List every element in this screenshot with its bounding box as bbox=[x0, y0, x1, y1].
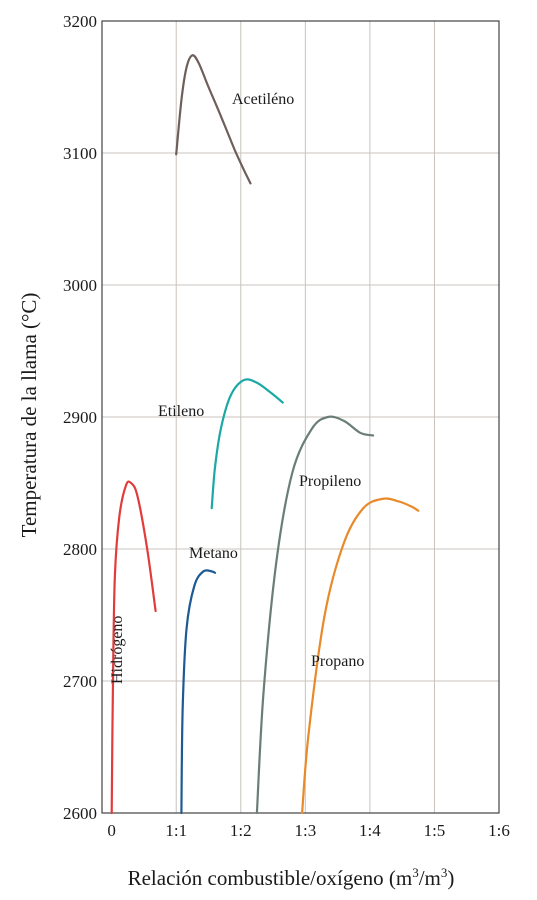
x-axis-title-sup-2: 3 bbox=[441, 865, 448, 880]
series-line-hidrogeno bbox=[110, 480, 157, 815]
y-tick-label: 2600 bbox=[63, 804, 97, 823]
x-tick-label: 0 bbox=[107, 821, 116, 840]
series-line-propileno bbox=[255, 415, 375, 815]
x-axis-title-main: Relación combustible/oxígeno (m bbox=[128, 866, 413, 890]
series-line-metano bbox=[180, 569, 217, 815]
y-tick-label: 3200 bbox=[63, 12, 97, 31]
series-line-etileno bbox=[210, 378, 284, 510]
series-line-acetileno bbox=[175, 54, 252, 185]
y-axis-title: Temperatura de la llama (°C) bbox=[17, 293, 41, 538]
y-tick-label: 2800 bbox=[63, 540, 97, 559]
tick-labels: 0 1:1 1:2 1:3 1:4 1:5 1:6 2600 2700 2800 2900 3000 3… bbox=[63, 12, 510, 840]
y-tick-label: 2700 bbox=[63, 672, 97, 691]
y-tick-label: 2900 bbox=[63, 408, 97, 427]
x-tick-label: 1:6 bbox=[488, 821, 510, 840]
y-tick-label: 3100 bbox=[63, 144, 97, 163]
x-tick-label: 1:4 bbox=[359, 821, 381, 840]
x-axis-title: Relación combustible/oxígeno (m3/m3) bbox=[128, 865, 455, 890]
series-line-propano bbox=[301, 497, 420, 815]
series-lines bbox=[110, 54, 420, 815]
x-axis-title-end: ) bbox=[447, 866, 454, 890]
x-axis-title-sup-1: 3 bbox=[412, 865, 419, 880]
series-label-acetileno: Acetiléno bbox=[232, 91, 294, 108]
x-axis-title-mid: /m bbox=[419, 866, 441, 890]
y-tick-label: 3000 bbox=[63, 276, 97, 295]
series-label-propano: Propano bbox=[311, 653, 364, 670]
x-tick-label: 1:1 bbox=[165, 821, 187, 840]
x-tick-label: 1:3 bbox=[294, 821, 316, 840]
series-label-propileno: Propileno bbox=[299, 473, 361, 490]
series-label-metano: Metano bbox=[189, 545, 238, 562]
plot-frame bbox=[101, 20, 500, 814]
x-tick-label: 1:2 bbox=[230, 821, 252, 840]
grid bbox=[102, 21, 499, 813]
series-label-hidrogeno: Hidrógeno bbox=[109, 616, 126, 684]
x-tick-label: 1:5 bbox=[424, 821, 446, 840]
series-label-etileno: Etileno bbox=[158, 403, 204, 420]
